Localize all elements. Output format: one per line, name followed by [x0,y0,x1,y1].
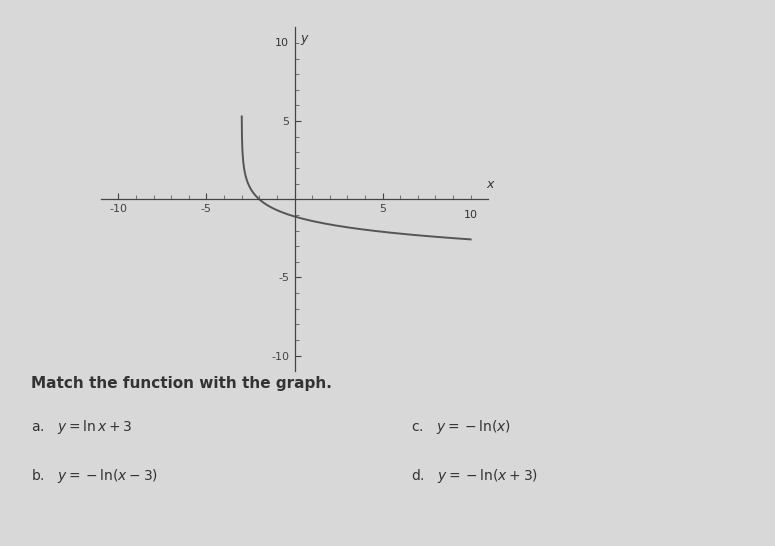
Text: 10: 10 [463,210,477,220]
Text: 10: 10 [275,38,289,48]
Text: c.   $y = -\ln(x)$: c. $y = -\ln(x)$ [411,418,511,436]
Text: Match the function with the graph.: Match the function with the graph. [31,376,332,390]
Text: d.   $y = -\ln(x + 3)$: d. $y = -\ln(x + 3)$ [411,467,538,485]
Text: x: x [487,179,494,192]
Text: a.   $y = \ln x + 3$: a. $y = \ln x + 3$ [31,418,133,436]
Text: y: y [301,32,308,45]
Text: b.   $y = -\ln(x - 3)$: b. $y = -\ln(x - 3)$ [31,467,158,485]
